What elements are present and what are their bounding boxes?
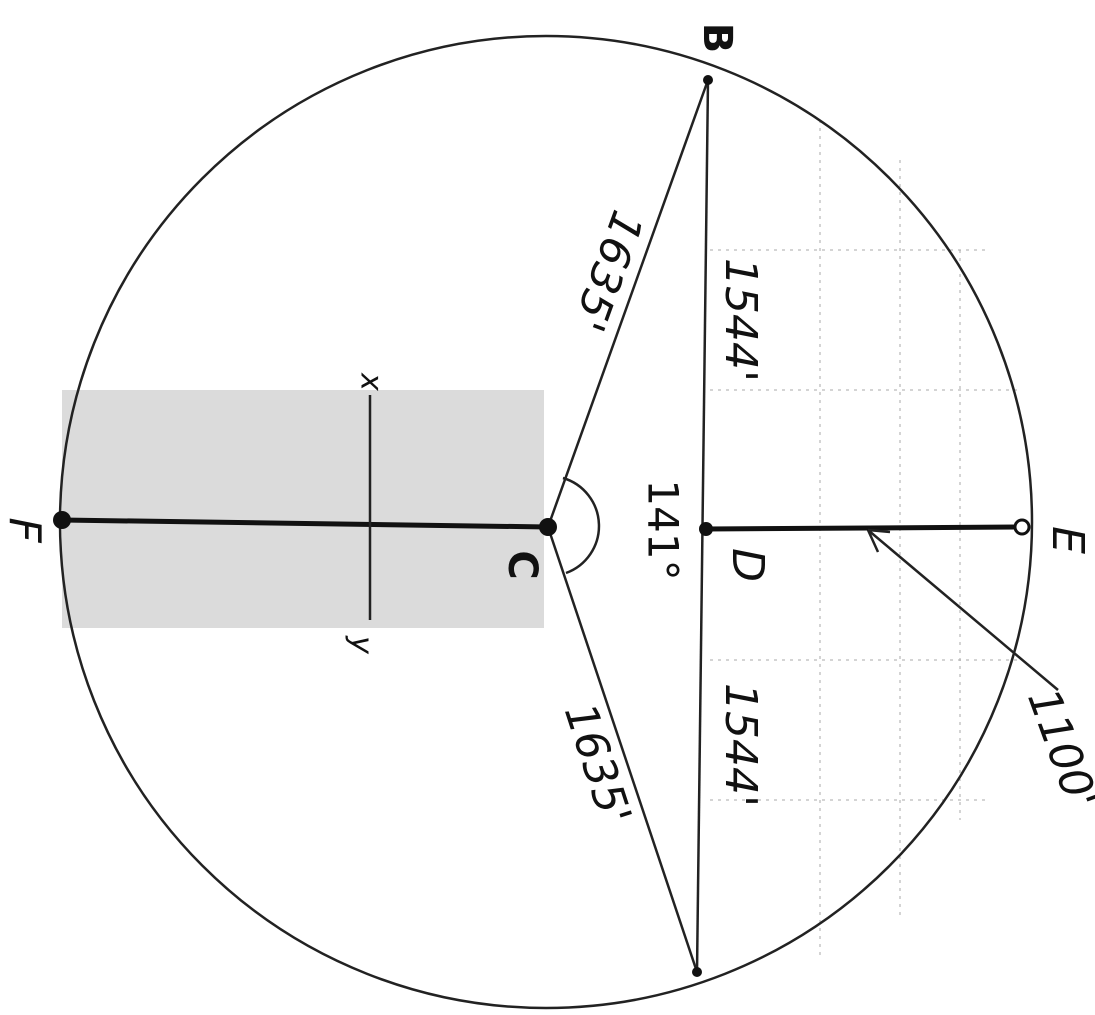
pointer xyxy=(867,529,1059,691)
point-a xyxy=(692,967,702,977)
label-x: x xyxy=(354,372,389,391)
measure-angle: 141° xyxy=(639,479,688,580)
point-d xyxy=(699,522,713,536)
label-y: y xyxy=(344,635,379,655)
line-de xyxy=(705,524,1023,532)
label-d: D xyxy=(722,548,773,582)
point-e xyxy=(1013,518,1031,536)
line-ca xyxy=(546,526,699,973)
shaded-area xyxy=(62,390,544,628)
point-c xyxy=(539,518,557,536)
line-bc xyxy=(546,79,710,528)
line-cf xyxy=(61,517,549,530)
angle-arc xyxy=(562,476,601,575)
label-f: F xyxy=(0,517,50,543)
measure-bd: 1544' xyxy=(715,258,766,382)
point-f xyxy=(53,511,71,529)
label-c: C xyxy=(499,550,545,579)
label-e: E xyxy=(1042,526,1093,554)
point-b xyxy=(703,75,713,85)
measure-da: 1544' xyxy=(715,683,766,807)
arrowhead xyxy=(866,528,891,553)
label-b: B xyxy=(694,23,740,54)
